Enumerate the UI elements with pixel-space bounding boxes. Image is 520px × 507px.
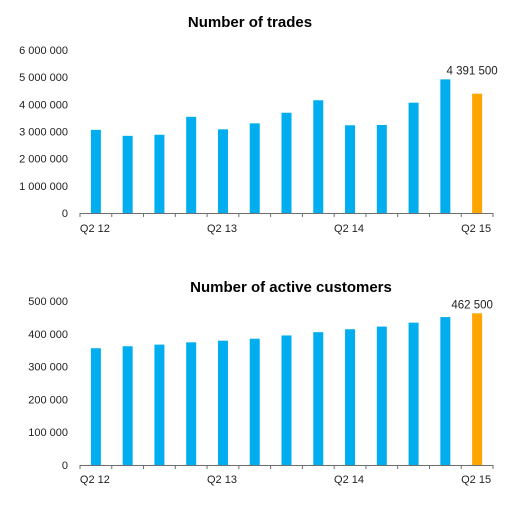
customers-bar-q4-13 — [281, 335, 292, 465]
trades-x-axis-ticks: Q2 12 Q2 13 Q2 14 Q2 15 — [79, 213, 494, 235]
trades-bar-q1-15 — [440, 79, 451, 213]
customers-x-tick-label: Q2 14 — [334, 474, 364, 486]
trades-y-tick-label: 3 000 000 — [19, 127, 68, 139]
customers-y-tick-label: 100 000 — [28, 427, 68, 439]
customers-bar-q2-14 — [345, 329, 356, 465]
trades-bar-q2-12 — [90, 129, 101, 213]
trades-bar-q2-15 — [472, 93, 483, 213]
customers-bar-q1-13 — [186, 342, 197, 465]
trades-y-tick-label: 5 000 000 — [19, 72, 68, 84]
trades-bar-q2-14 — [345, 125, 356, 213]
trades-y-tick-label: 0 — [62, 208, 68, 220]
trades-highlight-data-label: 4 391 500 — [447, 65, 498, 77]
customers-bar-q1-15 — [440, 317, 451, 465]
trades-bar-q3-12 — [122, 135, 133, 213]
customers-bar-q3-14 — [376, 326, 387, 465]
trades-y-tick-label: 2 000 000 — [19, 154, 68, 166]
customers-chart: Number of active customers 0 100 000 200 0… — [28, 279, 494, 486]
customers-highlight-data-label: 462 500 — [451, 299, 493, 311]
trades-y-tick-label: 4 000 000 — [19, 99, 68, 111]
trades-y-tick-label: 6 000 000 — [19, 45, 68, 57]
trades-bar-q4-14 — [408, 102, 419, 213]
customers-bar-q4-14 — [408, 322, 419, 465]
customers-y-tick-label: 300 000 — [28, 362, 68, 374]
trades-bar-q4-12 — [154, 134, 165, 213]
trades-x-tick-label: Q2 12 — [80, 223, 110, 235]
customers-y-tick-label: 500 000 — [28, 296, 68, 308]
customers-y-tick-label: 400 000 — [28, 329, 68, 341]
customers-bar-q3-12 — [122, 346, 133, 465]
trades-y-axis-ticks: 0 1 000 000 2 000 000 3 000 000 4 000 000 5 0… — [19, 45, 68, 220]
customers-y-tick-label: 200 000 — [28, 394, 68, 406]
trades-bar-q3-13 — [249, 123, 260, 213]
trades-bar-q1-13 — [186, 116, 197, 213]
trades-bar-q2-13 — [217, 129, 228, 213]
customers-x-tick-label: Q2 12 — [80, 474, 110, 486]
trades-y-tick-label: 1 000 000 — [19, 181, 68, 193]
customers-x-tick-label: Q2 13 — [207, 474, 237, 486]
customers-y-axis-ticks: 0 100 000 200 000 300 000 400 000 500 000 — [28, 296, 68, 472]
customers-bar-q4-12 — [154, 344, 165, 465]
customers-x-tick-label: Q2 15 — [461, 474, 491, 486]
customers-bar-q2-15 — [472, 313, 483, 465]
trades-x-tick-label: Q2 14 — [334, 223, 364, 235]
trades-chart: Number of trades 0 1 000 000 2 000 000 3 00… — [19, 14, 498, 235]
customers-bar-q3-13 — [249, 338, 260, 465]
trades-chart-title: Number of trades — [188, 14, 312, 31]
customers-bar-q2-12 — [90, 348, 101, 465]
customers-bars — [90, 313, 483, 465]
customers-chart-title: Number of active customers — [190, 279, 392, 296]
trades-bar-q3-14 — [376, 124, 387, 213]
customers-y-tick-label: 0 — [62, 460, 68, 472]
trades-x-tick-label: Q2 13 — [207, 223, 237, 235]
trades-bars — [90, 79, 483, 213]
trades-x-tick-label: Q2 15 — [461, 223, 491, 235]
trades-bar-q4-13 — [281, 112, 292, 213]
trades-bar-q1-14 — [313, 100, 324, 213]
customers-x-axis-ticks: Q2 12 Q2 13 Q2 14 Q2 15 — [79, 465, 494, 486]
customers-bar-q2-13 — [217, 340, 228, 465]
customers-bar-q1-14 — [313, 332, 324, 465]
